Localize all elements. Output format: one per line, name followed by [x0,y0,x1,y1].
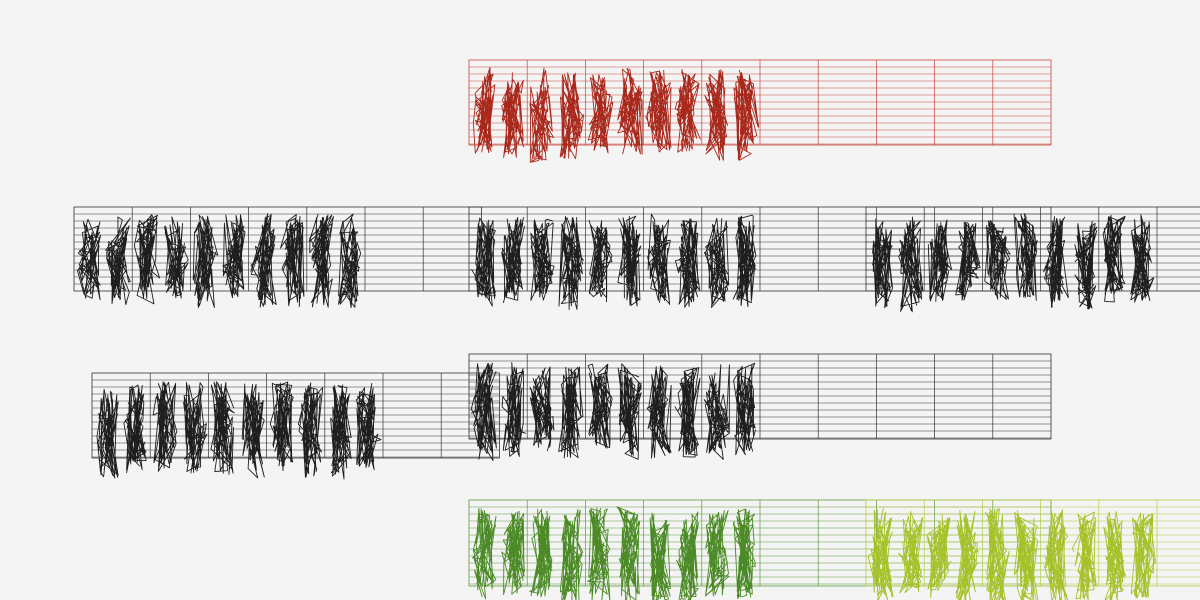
scribble [587,363,613,449]
scribble [123,384,147,474]
scribble [76,218,102,301]
scribble [164,216,189,299]
scribble [501,510,525,596]
scribble [1013,213,1038,301]
scribble [472,67,496,154]
scribble [472,507,497,600]
scribble [471,217,496,307]
scribble [927,219,953,302]
scribble [872,218,893,309]
scribble [703,364,731,460]
scribble [529,67,555,163]
scribble [222,214,246,299]
scribble [704,69,728,161]
scribble [704,217,730,308]
grid-frame [91,372,500,459]
scribble [1043,216,1069,308]
scribble [676,511,700,600]
scribble [530,218,555,301]
grid-panel [468,353,1052,461]
scribble [898,216,924,313]
scribble [501,362,526,457]
scribble [674,218,701,308]
scribble [732,508,757,599]
scribble [250,213,277,308]
grid-panel [91,372,500,480]
scribble [617,215,642,307]
scribble [588,219,613,303]
scribble [867,507,894,600]
scribble [1130,214,1155,303]
scribble [96,388,119,479]
scribble [210,381,235,475]
scribble [559,509,584,600]
scribble [559,72,585,160]
scribble [529,508,553,598]
scribble [587,507,611,600]
grid-panel [865,206,1200,313]
scribble [501,72,524,158]
scribble [1013,510,1039,600]
grid-panel [468,59,1052,163]
scribble [1130,512,1156,599]
scribble [649,512,671,600]
scribble [308,213,334,308]
scribble [587,74,614,154]
scribble [645,70,672,153]
scribble [1071,511,1097,600]
scribble [183,381,208,474]
scribble [732,214,757,308]
scribble [241,383,265,479]
grid-panel [73,206,482,309]
scribble [297,382,324,478]
scribble [1102,214,1126,303]
scribble [1074,220,1098,310]
scribble [558,366,584,459]
scribble [985,507,1010,600]
scribble [105,216,131,306]
scribble [1103,511,1127,600]
grid-panel [865,499,1200,600]
scribble [674,367,701,458]
scribble [646,365,672,459]
scribble [338,213,362,309]
scribble [733,362,757,456]
scribble [616,506,641,600]
scribble [192,214,219,309]
scribble [647,213,671,306]
scribble [955,221,981,301]
scribble [733,69,760,161]
scribble [152,381,178,472]
scribble [269,381,294,472]
scribble [898,511,923,594]
scribble [280,214,305,308]
scribble [955,510,980,600]
scribble [470,362,497,461]
scribble [558,216,584,310]
scribble [617,363,642,460]
scribble [926,513,952,599]
scribble [617,68,643,155]
scribble [674,68,701,153]
scribble [529,366,555,452]
scribble [501,216,525,304]
scribble [705,510,730,597]
scribble [355,383,382,471]
scribble [330,384,352,480]
scribble [1043,509,1069,600]
scribble [984,219,1011,300]
scribble [133,214,161,305]
